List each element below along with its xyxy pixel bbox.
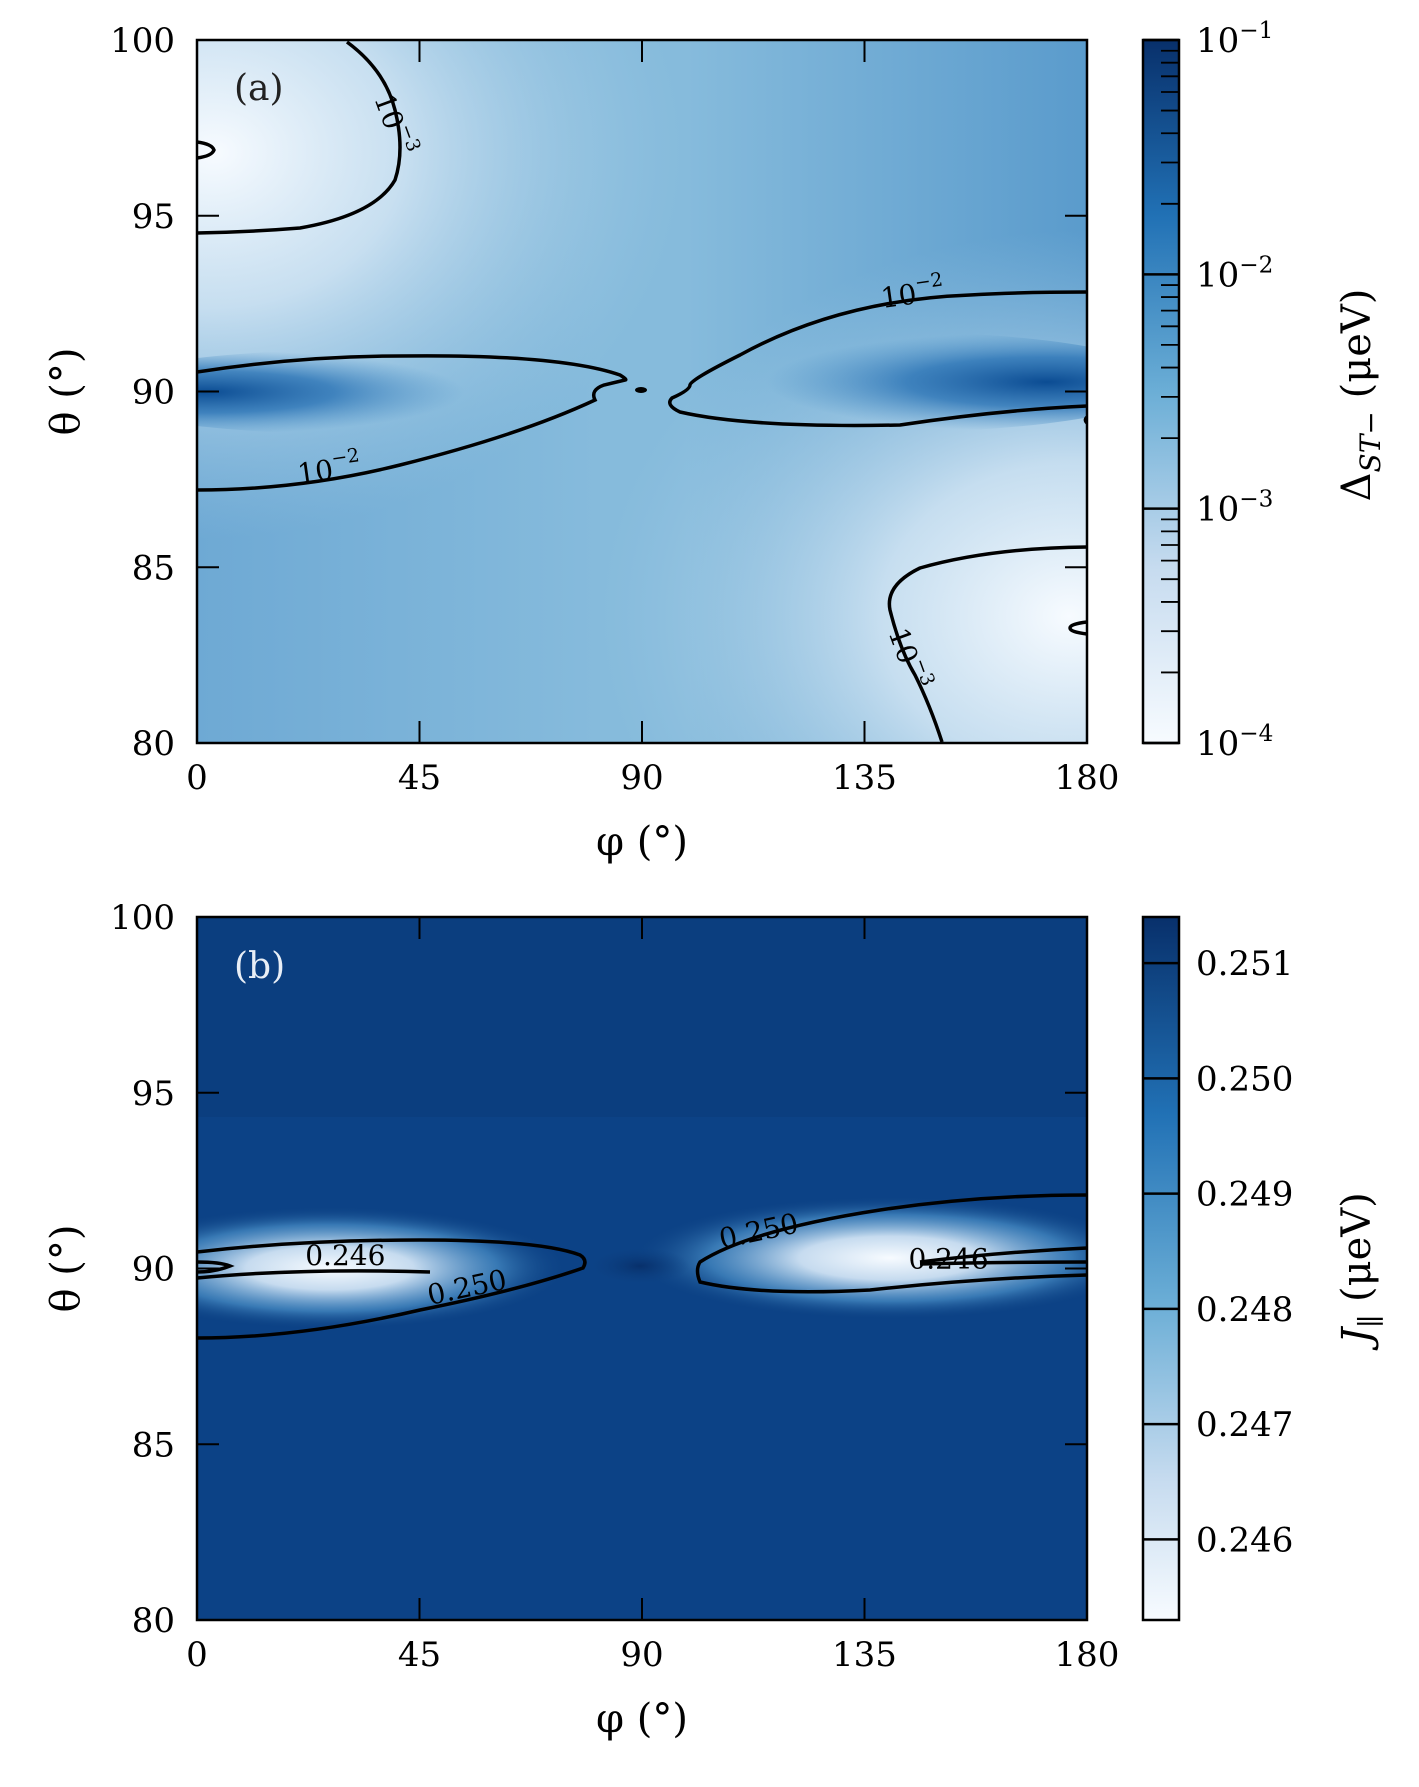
colorbar-tick-label: 0.248 xyxy=(1196,1290,1293,1330)
y-tick-label: 90 xyxy=(132,1250,175,1290)
contour-label: 10−2 xyxy=(878,268,946,314)
colorbar-tick-label: 10−4 xyxy=(1196,721,1273,764)
colorbar-tick-label: 0.246 xyxy=(1196,1520,1293,1560)
x-tick-label: 180 xyxy=(1055,758,1120,798)
x-axis-label: φ (°) xyxy=(596,819,688,865)
panel-b: (b) 0 45 90 135 180 80 85 90 95 100 φ (°) θ (°) 0.2… xyxy=(43,898,1387,1742)
x-tick-label: 0 xyxy=(186,1635,208,1675)
panel-b-colorbar-label: J∥ (μeV) xyxy=(1334,1192,1387,1350)
panel-a-axes: 0 45 90 135 180 80 85 90 95 100 φ (°) θ (°) xyxy=(43,21,1119,865)
panel-a-contour-labels: 10−310−210−210−3 xyxy=(295,89,946,689)
x-tick-label: 45 xyxy=(398,1635,441,1675)
x-tick-label: 90 xyxy=(620,758,663,798)
y-tick-label: 100 xyxy=(110,21,175,61)
panel-b-contours xyxy=(197,1193,1087,1340)
y-tick-label: 100 xyxy=(110,898,175,938)
y-tick-label: 85 xyxy=(132,548,175,588)
panel-b-axes: 0 45 90 135 180 80 85 90 95 100 φ (°) θ (°) xyxy=(43,898,1119,1742)
colorbar-tick-label: 0.251 xyxy=(1196,944,1293,984)
panel-a-tag: (a) xyxy=(234,68,284,109)
panel-b-colorbar: 0.246 0.247 0.248 0.249 0.250 0.251 J∥ (μeV) xyxy=(1141,915,1387,1622)
contour-label: 0.246 xyxy=(305,1239,385,1272)
y-axis-label: θ (°) xyxy=(43,347,89,435)
x-tick-label: 0 xyxy=(186,758,208,798)
x-axis-label: φ (°) xyxy=(596,1696,688,1742)
colorbar-tick-label: 0.247 xyxy=(1196,1405,1293,1445)
colorbar-tick-label: 10−1 xyxy=(1196,18,1273,61)
colorbar-tick-label: 10−2 xyxy=(1196,252,1273,295)
x-tick-label: 180 xyxy=(1055,1635,1120,1675)
y-tick-label: 90 xyxy=(132,373,175,413)
contour-label: 10−2 xyxy=(295,444,363,490)
contour-label: 0.246 xyxy=(908,1243,988,1276)
panel-a: (a) 0 45 90 135 180 80 85 90 95 100 φ (°) θ (°) 10−… xyxy=(43,18,1387,865)
panel-a-heatmap xyxy=(197,40,1087,743)
panel-a-colorbar: 10−4 10−3 10−2 10−1 ΔST− (μeV) xyxy=(1141,18,1387,764)
colorbar-tick-label: 0.250 xyxy=(1196,1059,1293,1099)
y-tick-label: 95 xyxy=(132,1074,175,1114)
colorbar-tick-label: 0.249 xyxy=(1196,1175,1293,1215)
panel-a-colorbar-label: ΔST− (μeV) xyxy=(1334,289,1387,502)
panel-b-tag: (b) xyxy=(234,946,285,987)
x-tick-label: 135 xyxy=(832,1635,897,1675)
x-tick-label: 90 xyxy=(620,1635,663,1675)
y-tick-label: 80 xyxy=(132,1601,175,1641)
x-tick-label: 135 xyxy=(832,758,897,798)
y-tick-label: 95 xyxy=(132,197,175,237)
x-tick-label: 45 xyxy=(398,758,441,798)
panel-b-heatmap xyxy=(197,917,1087,1620)
y-axis-label: θ (°) xyxy=(43,1224,89,1312)
y-tick-label: 80 xyxy=(132,724,175,764)
colorbar-tick-label: 10−3 xyxy=(1196,487,1273,530)
panel-a-contours xyxy=(197,40,1087,743)
y-tick-label: 85 xyxy=(132,1425,175,1465)
